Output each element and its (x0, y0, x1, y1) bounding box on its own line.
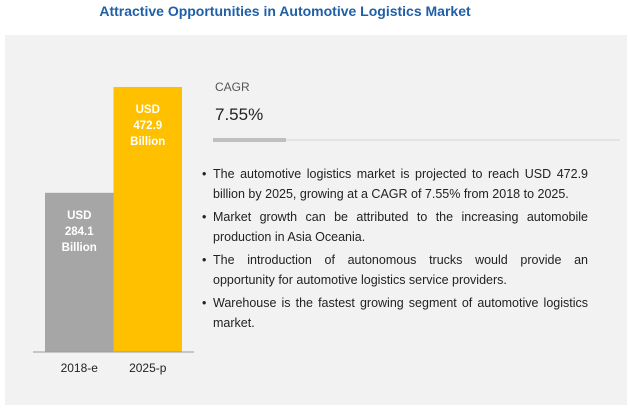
bar (45, 192, 114, 352)
bullet: The automotive logistics market is proje… (200, 164, 588, 204)
value-prefix: USD (67, 210, 91, 222)
x-tick-label: 2025-p (129, 361, 167, 375)
value-prefix: USD (136, 104, 160, 116)
title: Attractive Opportunities in Automotive L… (99, 3, 471, 19)
value-label: 472.9 (133, 120, 162, 132)
value-suffix: Billion (62, 242, 97, 254)
cagr-label: CAGR (215, 80, 250, 94)
value-suffix: Billion (130, 136, 165, 148)
cagr-value: 7.55% (215, 105, 264, 124)
value-label: 284.1 (65, 226, 94, 238)
bullet: Warehouse is the fastest growing segment… (200, 293, 588, 333)
cagr-underline (213, 138, 286, 142)
bar (113, 87, 182, 352)
bullet: The introduction of autonomous trucks wo… (200, 250, 588, 290)
x-tick-label: 2018-e (61, 361, 99, 375)
bullet-list: The automotive logistics market is proje… (200, 164, 588, 336)
bullet: Market growth can be attributed to the i… (200, 207, 588, 247)
divider (286, 139, 620, 141)
